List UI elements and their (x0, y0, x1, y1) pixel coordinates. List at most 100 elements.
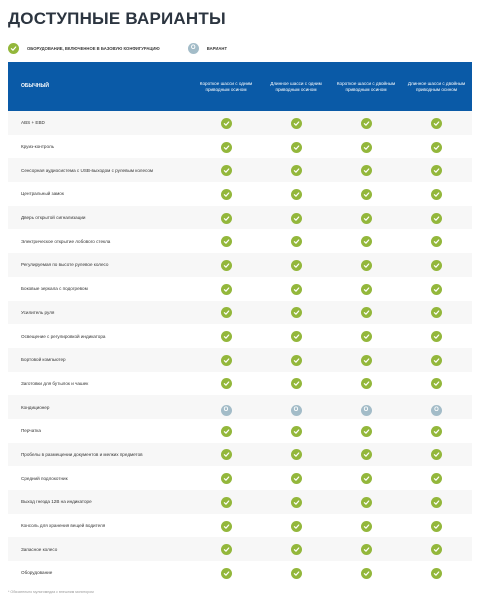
legend: ОБОРУДОВАНИЕ, ВКЛЮЧЕННОЕ В БАЗОВУЮ КОНФИ… (8, 42, 227, 54)
check-icon (360, 165, 372, 177)
table-row: Выход гнезда 12В на индикаторе (8, 490, 472, 514)
table-row: ABS + EBD (8, 111, 472, 135)
check-icon (220, 544, 232, 556)
availability-cell (401, 111, 472, 135)
check-icon (431, 165, 442, 177)
feature-label: Средний подлокотник (21, 475, 68, 481)
feature-label: ABS + EBD (21, 120, 45, 126)
availability-cell (331, 372, 401, 396)
check-icon (8, 42, 19, 54)
table-row: Перчатка (8, 418, 472, 443)
availability-cell (401, 277, 472, 301)
table-body: ABS + EBD Круиз-контроль Сенсорная аудиоси… (8, 111, 472, 585)
check-icon (290, 212, 302, 224)
availability-cell (401, 182, 472, 206)
check-icon (220, 212, 232, 224)
option-icon: O (220, 404, 232, 416)
availability-cell: O (191, 395, 261, 419)
check-icon (290, 236, 302, 248)
check-icon (290, 520, 302, 532)
check-icon (431, 425, 442, 437)
check-icon (290, 117, 302, 129)
availability-cell (191, 561, 261, 585)
check-icon (431, 259, 442, 271)
feature-label: Круиз-контроль (21, 144, 55, 150)
check-icon (220, 378, 232, 390)
check-icon (220, 188, 232, 200)
check-icon (220, 449, 232, 461)
availability-cell (191, 324, 261, 348)
check-icon (220, 117, 232, 129)
availability-cell (261, 253, 331, 277)
availability-cell (331, 301, 401, 325)
availability-cell (401, 229, 472, 253)
table-row: Средний подлокотник (8, 466, 472, 490)
table-row: Кондиционер O O O O (8, 395, 472, 419)
table-row: Освещение с регулировкой индикатора (8, 324, 472, 348)
check-icon (360, 449, 372, 461)
check-icon (220, 496, 232, 508)
check-icon (360, 544, 372, 556)
check-icon (431, 188, 442, 200)
feature-label: Бортовой компьютер (21, 357, 66, 363)
availability-cell (191, 277, 261, 301)
check-icon (220, 259, 232, 271)
availability-cell (191, 466, 261, 490)
legend-standard-label: ОБОРУДОВАНИЕ, ВКЛЮЧЕННОЕ В БАЗОВУЮ КОНФИ… (27, 45, 160, 51)
table-row: Оборудование (8, 561, 472, 585)
availability-cell (401, 419, 472, 443)
availability-cell (331, 537, 401, 561)
check-icon (290, 165, 302, 177)
table-header-row: ОБЫЧНЫЙ Короткое шасси с одним приводным… (8, 62, 472, 111)
availability-cell (191, 111, 261, 135)
feature-label: Перчатка (21, 428, 41, 434)
check-icon (290, 473, 302, 485)
check-icon (360, 283, 372, 295)
availability-cell (401, 206, 472, 230)
check-icon (290, 331, 302, 343)
availability-cell (331, 324, 401, 348)
availability-cell (331, 348, 401, 372)
availability-cell (261, 324, 331, 348)
availability-cell: O (261, 395, 331, 419)
availability-cell (331, 253, 401, 277)
availability-cell (261, 158, 331, 182)
check-icon (431, 331, 442, 343)
availability-cell (191, 253, 261, 277)
check-icon (290, 567, 302, 579)
availability-cell (401, 301, 472, 325)
check-icon (360, 473, 372, 485)
availability-cell (401, 561, 472, 585)
check-icon (360, 520, 372, 532)
check-icon (431, 307, 442, 319)
availability-cell (261, 466, 331, 490)
check-icon (220, 473, 232, 485)
availability-cell (261, 443, 331, 467)
legend-option: O ВАРИАНТ (187, 42, 227, 54)
availability-cell (261, 372, 331, 396)
check-icon (360, 425, 372, 437)
check-icon (431, 117, 442, 129)
availability-cell (331, 158, 401, 182)
availability-cell (261, 348, 331, 372)
footnote: * Обязательно мультимедиа с внешним мони… (8, 590, 94, 594)
availability-cell (401, 158, 472, 182)
check-icon (220, 425, 232, 437)
availability-cell (331, 443, 401, 467)
check-icon (431, 354, 442, 366)
check-icon (290, 544, 302, 556)
availability-cell: O (331, 395, 401, 419)
table-row: Центральный замок (8, 182, 472, 206)
availability-cell (261, 111, 331, 135)
check-icon (220, 283, 232, 295)
availability-cell (331, 514, 401, 538)
availability-cell (331, 419, 401, 443)
table-row: Пробелы в размещении документов и мелких… (8, 442, 472, 467)
check-icon (431, 283, 442, 295)
column-header: Короткое шасси с одним приводным осином (199, 80, 253, 92)
availability-cell (261, 301, 331, 325)
check-icon (431, 544, 442, 556)
availability-cell (261, 514, 331, 538)
availability-cell (261, 135, 331, 159)
table-row: Заготовки для бутылок и чашек (8, 371, 472, 396)
